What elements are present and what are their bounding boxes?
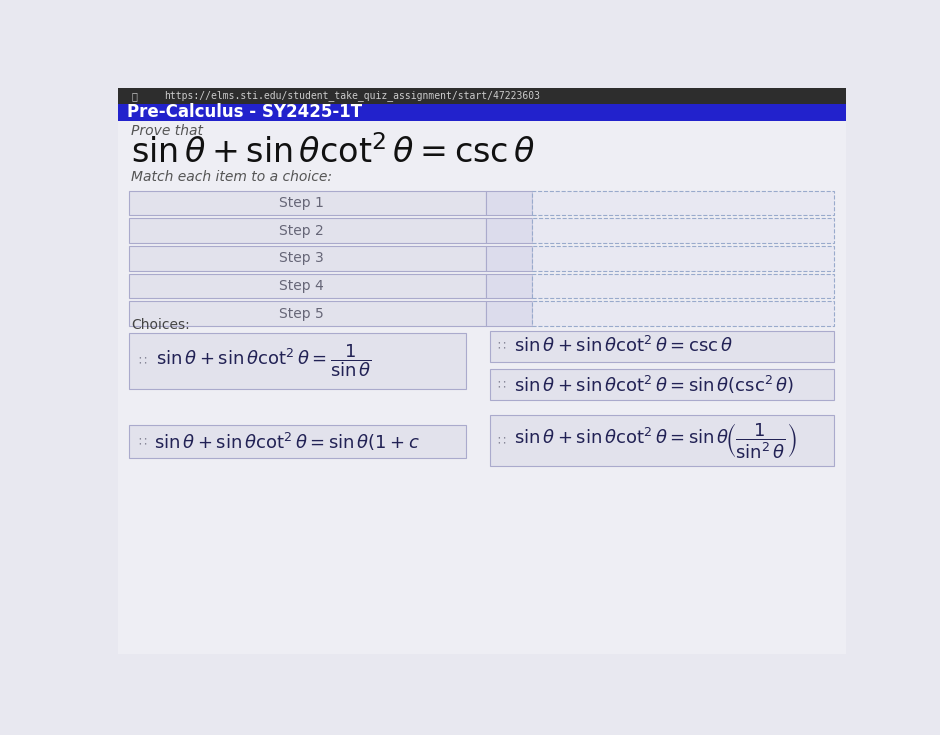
FancyBboxPatch shape [486,246,532,270]
Text: $\sin\theta + \sin\theta\cot^2\theta = \sin\theta\!\left(\dfrac{1}{\sin^2\theta}: $\sin\theta + \sin\theta\cot^2\theta = \… [514,421,797,460]
FancyBboxPatch shape [118,104,846,121]
FancyBboxPatch shape [129,301,486,326]
FancyBboxPatch shape [129,333,466,389]
Text: https://elms.sti.edu/student_take_quiz_assignment/start/47223603: https://elms.sti.edu/student_take_quiz_a… [164,90,540,101]
FancyBboxPatch shape [129,246,486,270]
FancyBboxPatch shape [532,273,835,298]
Text: $\sin\theta + \sin\theta\cot^2\theta = \dfrac{1}{\sin\theta}$: $\sin\theta + \sin\theta\cot^2\theta = \… [156,343,372,379]
Text: Step 4: Step 4 [279,279,323,293]
Text: Step 3: Step 3 [279,251,323,265]
Text: Step 2: Step 2 [279,223,323,237]
FancyBboxPatch shape [486,218,532,243]
Text: $\sin\theta + \sin\theta\cot^2\theta = \csc\theta$: $\sin\theta + \sin\theta\cot^2\theta = \… [514,336,733,356]
Text: $\sin\theta + \sin\theta\cot^2\theta = \sin\theta(\csc^2\theta)$: $\sin\theta + \sin\theta\cot^2\theta = \… [514,373,794,395]
Text: Prove that: Prove that [132,124,203,138]
FancyBboxPatch shape [129,190,486,215]
FancyBboxPatch shape [490,369,835,400]
Text: ∷: ∷ [497,434,506,447]
FancyBboxPatch shape [118,88,846,104]
Text: $\sin\theta + \sin\theta\cot^2\theta = \mathrm{csc}\,\theta$: $\sin\theta + \sin\theta\cot^2\theta = \… [132,135,536,171]
Text: ∷: ∷ [497,340,506,353]
FancyBboxPatch shape [532,218,835,243]
FancyBboxPatch shape [532,301,835,326]
FancyBboxPatch shape [486,273,532,298]
Text: Choices:: Choices: [132,318,190,332]
FancyBboxPatch shape [129,273,486,298]
Text: Match each item to a choice:: Match each item to a choice: [132,170,333,184]
FancyBboxPatch shape [129,426,466,458]
FancyBboxPatch shape [532,246,835,270]
Text: Pre-Calculus - SY2425-1T: Pre-Calculus - SY2425-1T [127,103,362,121]
FancyBboxPatch shape [532,190,835,215]
Text: ∷: ∷ [497,378,506,391]
FancyBboxPatch shape [118,121,846,654]
Text: ⚿: ⚿ [132,91,137,101]
Text: ∷: ∷ [138,354,147,368]
FancyBboxPatch shape [486,190,532,215]
Text: Step 1: Step 1 [279,196,323,210]
Text: Step 5: Step 5 [279,306,323,320]
Text: ∷: ∷ [138,435,147,448]
FancyBboxPatch shape [490,415,835,465]
Text: $\sin\theta + \sin\theta\cot^2\theta = \sin\theta(1+c$: $\sin\theta + \sin\theta\cot^2\theta = \… [154,431,420,453]
FancyBboxPatch shape [490,331,835,362]
FancyBboxPatch shape [486,301,532,326]
FancyBboxPatch shape [129,218,486,243]
